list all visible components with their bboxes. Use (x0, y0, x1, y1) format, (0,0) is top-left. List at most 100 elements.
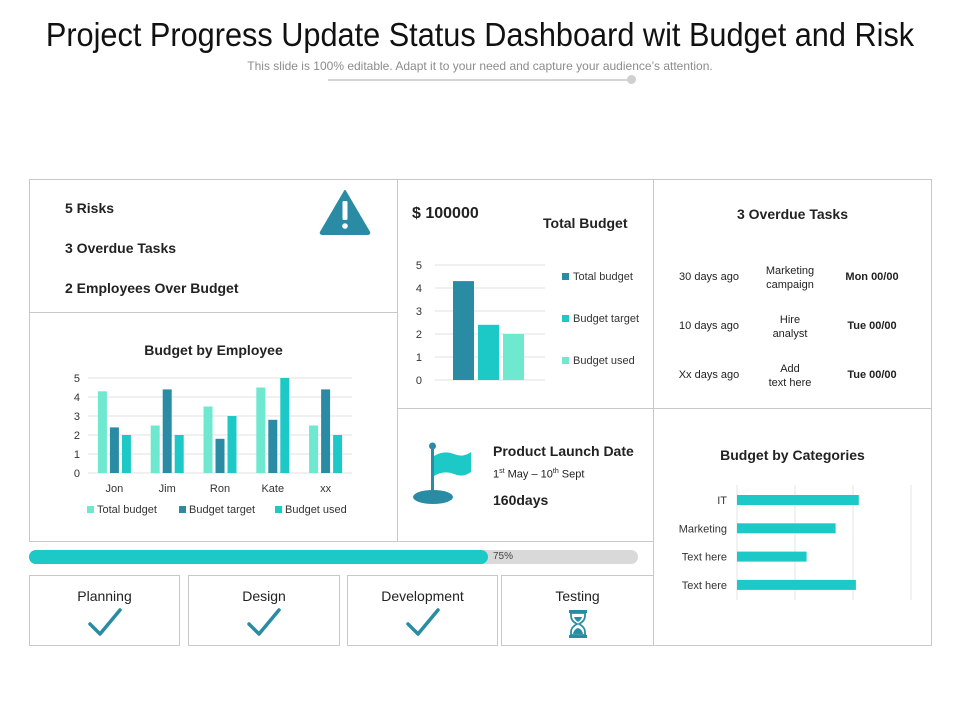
bar-budget-target (268, 419, 278, 473)
stage-design: Design (188, 575, 340, 646)
y-tick-label: 3 (74, 411, 80, 423)
budget-by-employee-title: Budget by Employee (144, 342, 283, 358)
bar-budget-used (121, 435, 131, 473)
stage-label: Design (242, 588, 286, 604)
legend-label: Budget target (189, 504, 255, 516)
overdue-due-date: Tue 00/00 (847, 369, 897, 381)
category-label: Text here (682, 552, 727, 564)
y-tick-label: 3 (416, 306, 422, 318)
warning-triangle-icon (319, 190, 371, 235)
page-subtitle: This slide is 100% editable. Adapt it to… (247, 59, 713, 73)
legend-label: Budget used (573, 355, 635, 367)
y-tick-label: 5 (416, 260, 422, 272)
bar-budget-target (109, 427, 119, 473)
overdue-days-ago: 10 days ago (679, 320, 739, 332)
overdue-task-name: Hire analyst (750, 313, 830, 341)
checkmark-icon (247, 608, 281, 636)
overdue-due-date: Tue 00/00 (847, 320, 897, 332)
stage-label: Testing (555, 588, 600, 604)
hourglass-icon (569, 610, 587, 638)
legend-swatch (562, 273, 569, 280)
overdue-task-line: Hire (779, 314, 801, 326)
category-label: Text here (682, 580, 727, 592)
category-bar (737, 551, 807, 562)
stage-testing: Testing (501, 575, 654, 646)
overdue-due-date: Mon 00/00 (845, 271, 899, 283)
budget-by-categories-title: Budget by Categories (720, 447, 865, 463)
legend-swatch (562, 315, 569, 322)
y-tick-label: 0 (74, 468, 80, 480)
y-tick-label: 0 (416, 375, 422, 387)
x-tick-label: Jim (159, 483, 176, 495)
subtitle-divider-dot (627, 75, 636, 84)
x-tick-label: Kate (261, 483, 284, 495)
y-tick-label: 4 (74, 392, 80, 404)
legend-label: Budget used (285, 504, 347, 516)
legend-swatch (275, 506, 282, 513)
stage-development: Development (347, 575, 498, 646)
stage-label: Planning (77, 588, 132, 604)
overdue-title: 3 Overdue Tasks (736, 206, 849, 222)
page-title: Project Progress Update Status Dashboard… (45, 16, 915, 53)
x-tick-label: xx (320, 483, 332, 495)
launch-title: Product Launch Date (493, 443, 634, 459)
x-tick-label: Jon (106, 483, 124, 495)
category-label: IT (717, 495, 727, 507)
legend-swatch (562, 357, 569, 364)
bar-total-budget (203, 406, 213, 473)
budget-by-categories-chart: IT Marketing Text here Text here (679, 485, 912, 600)
bar-budget-target (215, 438, 225, 473)
overdue-count: 3 Overdue Tasks (65, 240, 177, 256)
stage-label: Development (381, 588, 464, 604)
y-tick-label: 1 (416, 352, 422, 364)
overdue-task-line: campaign (766, 279, 814, 291)
overdue-task-line: analyst (772, 328, 808, 340)
bar-budget-used (280, 378, 290, 473)
y-tick-label: 4 (416, 283, 422, 295)
overdue-task-line: text here (768, 377, 812, 389)
overdue-task-line: Marketing (765, 265, 815, 277)
flag-icon (413, 442, 471, 504)
category-bar (737, 523, 836, 534)
overdue-days-ago: Xx days ago (678, 369, 740, 381)
bar-budget-target (321, 389, 331, 473)
total-budget-amount: $ 100000 (412, 205, 479, 222)
bar-budget-used (333, 435, 343, 473)
y-tick-label: 1 (74, 449, 80, 461)
stage-planning: Planning (29, 575, 180, 646)
x-tick-label: Ron (210, 483, 230, 495)
bar-total-budget (97, 391, 107, 473)
bar-total-budget (150, 425, 160, 473)
legend-label: Total budget (97, 504, 157, 516)
launch-date-range: 1st May – 10th Sept (493, 468, 585, 481)
total-budget-label: Total Budget (543, 215, 628, 231)
budget-by-employee-chart: 0 1 2 3 4 5 Jon Jim Ron Kate xx Total budget Budget … (74, 373, 352, 516)
bar-budget-target (162, 389, 172, 473)
legend-swatch (179, 506, 186, 513)
bar-budget-target (478, 324, 499, 380)
bar-total-budget (256, 387, 266, 473)
progress-fill (29, 550, 488, 564)
category-label: Marketing (679, 523, 727, 535)
bar-budget-used (174, 435, 184, 473)
bar-total-budget (309, 425, 319, 473)
checkmark-icon (406, 608, 440, 636)
subtitle-divider (328, 79, 630, 81)
bar-budget-used (227, 416, 237, 473)
legend-label: Total budget (573, 271, 633, 283)
y-tick-label: 2 (74, 430, 80, 442)
category-bar (737, 495, 859, 505)
total-budget-chart: 0 1 2 3 4 5 Total budget Budget target Budget us… (416, 260, 639, 387)
launch-days: 160days (493, 492, 549, 508)
over-budget-count: 2 Employees Over Budget (65, 280, 239, 296)
checkmark-icon (88, 608, 122, 636)
legend-label: Budget target (573, 313, 639, 325)
bar-total-budget (453, 281, 474, 380)
y-tick-label: 2 (416, 329, 422, 341)
budget-by-categories-panel (653, 408, 932, 646)
overdue-days-ago: 30 days ago (679, 271, 739, 283)
overdue-task-line: Add (780, 363, 800, 375)
bar-budget-used (503, 334, 524, 380)
legend-swatch (87, 506, 94, 513)
progress-label: 75% (493, 551, 514, 562)
